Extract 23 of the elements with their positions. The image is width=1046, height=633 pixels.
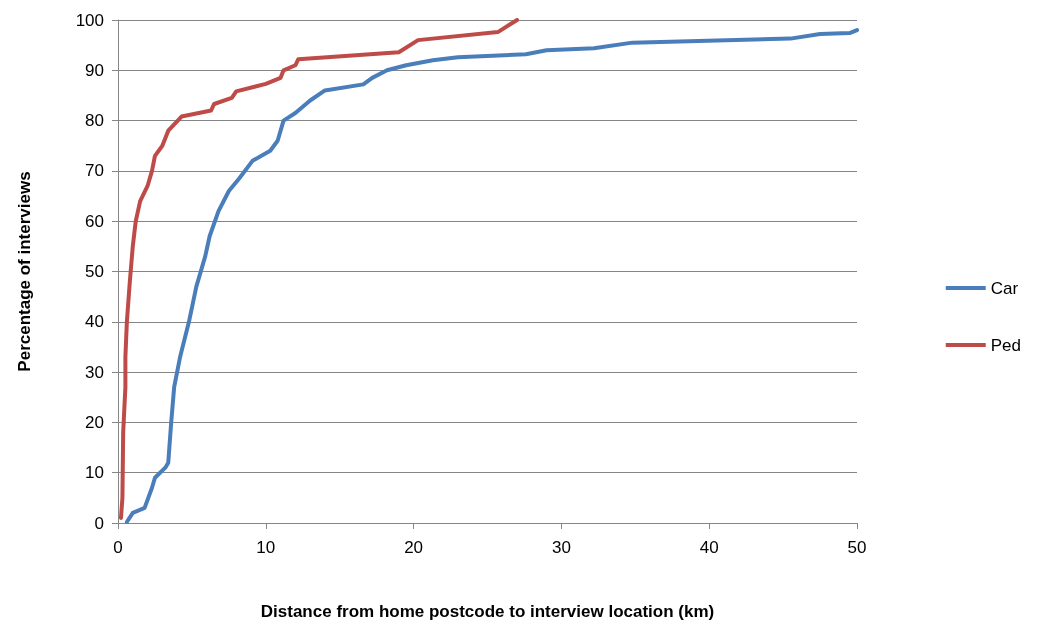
y-tick-label: 20: [85, 412, 104, 432]
y-tick-label: 30: [85, 362, 104, 382]
y-tick-label: 50: [85, 262, 104, 281]
x-tick-label: 0: [113, 538, 123, 557]
x-tick-label: 30: [551, 538, 571, 557]
legend-label: Ped: [990, 335, 1021, 355]
legend-label: Car: [990, 278, 1019, 298]
y-tick-label: 80: [85, 111, 104, 131]
x-tick-label: 10: [256, 538, 276, 557]
x-tick-label: 20: [404, 538, 424, 557]
line-series: [118, 18, 520, 520]
x-tick-label: 40: [699, 538, 719, 557]
y-tick-label: 90: [85, 60, 104, 80]
line-series: [124, 28, 859, 524]
y-tick-label: 70: [85, 161, 104, 181]
y-axis-title: Percentage of interviews: [15, 171, 34, 372]
y-tick-label: 0: [94, 513, 104, 533]
y-tick-label: 100: [75, 10, 104, 30]
x-axis-title: Distance from home postcode to interview location (km): [260, 602, 715, 621]
y-tick-label: 40: [85, 312, 104, 332]
x-tick-label: 50: [847, 538, 867, 557]
y-tick-label: 10: [85, 463, 104, 483]
y-tick-label: 60: [85, 211, 104, 231]
